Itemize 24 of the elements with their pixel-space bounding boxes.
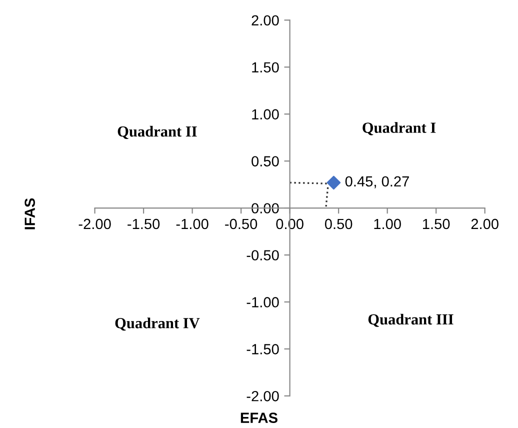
x-tick-label: -2.00 bbox=[78, 218, 111, 230]
x-tick-label: -0.50 bbox=[225, 218, 258, 230]
y-tick-label: 2.00 bbox=[252, 15, 279, 26]
y-tick-label: 1.50 bbox=[252, 62, 279, 73]
x-tick-label: -1.50 bbox=[128, 218, 160, 230]
data-label: 0.45, 0.27 bbox=[345, 176, 409, 188]
x-tick-label: 1.00 bbox=[374, 218, 401, 230]
y-tick-label: 1.00 bbox=[252, 109, 279, 120]
y-tick-label: -0.50 bbox=[246, 250, 279, 260]
annotation: Quadrant III bbox=[368, 314, 454, 327]
x-tick-label: -1.00 bbox=[176, 218, 208, 230]
annotation: Quadrant I bbox=[362, 122, 436, 136]
x-tick-label: 0.50 bbox=[324, 218, 352, 230]
y-axis-title: IFAS bbox=[24, 198, 35, 230]
annotation: Quadrant IV bbox=[115, 318, 200, 331]
x-tick-label: 1.50 bbox=[423, 218, 450, 230]
y-tick-label: -1.50 bbox=[246, 344, 279, 354]
x-tick-label: 0.00 bbox=[276, 218, 304, 230]
annotation: Quadrant II bbox=[118, 126, 197, 140]
y-tick-label: -1.00 bbox=[246, 297, 279, 308]
x-axis-title: EFAS bbox=[240, 412, 278, 423]
y-tick-label: -2.00 bbox=[246, 391, 279, 402]
x-tick-label: 2.00 bbox=[471, 218, 498, 230]
y-tick-label: 0.50 bbox=[252, 156, 279, 166]
